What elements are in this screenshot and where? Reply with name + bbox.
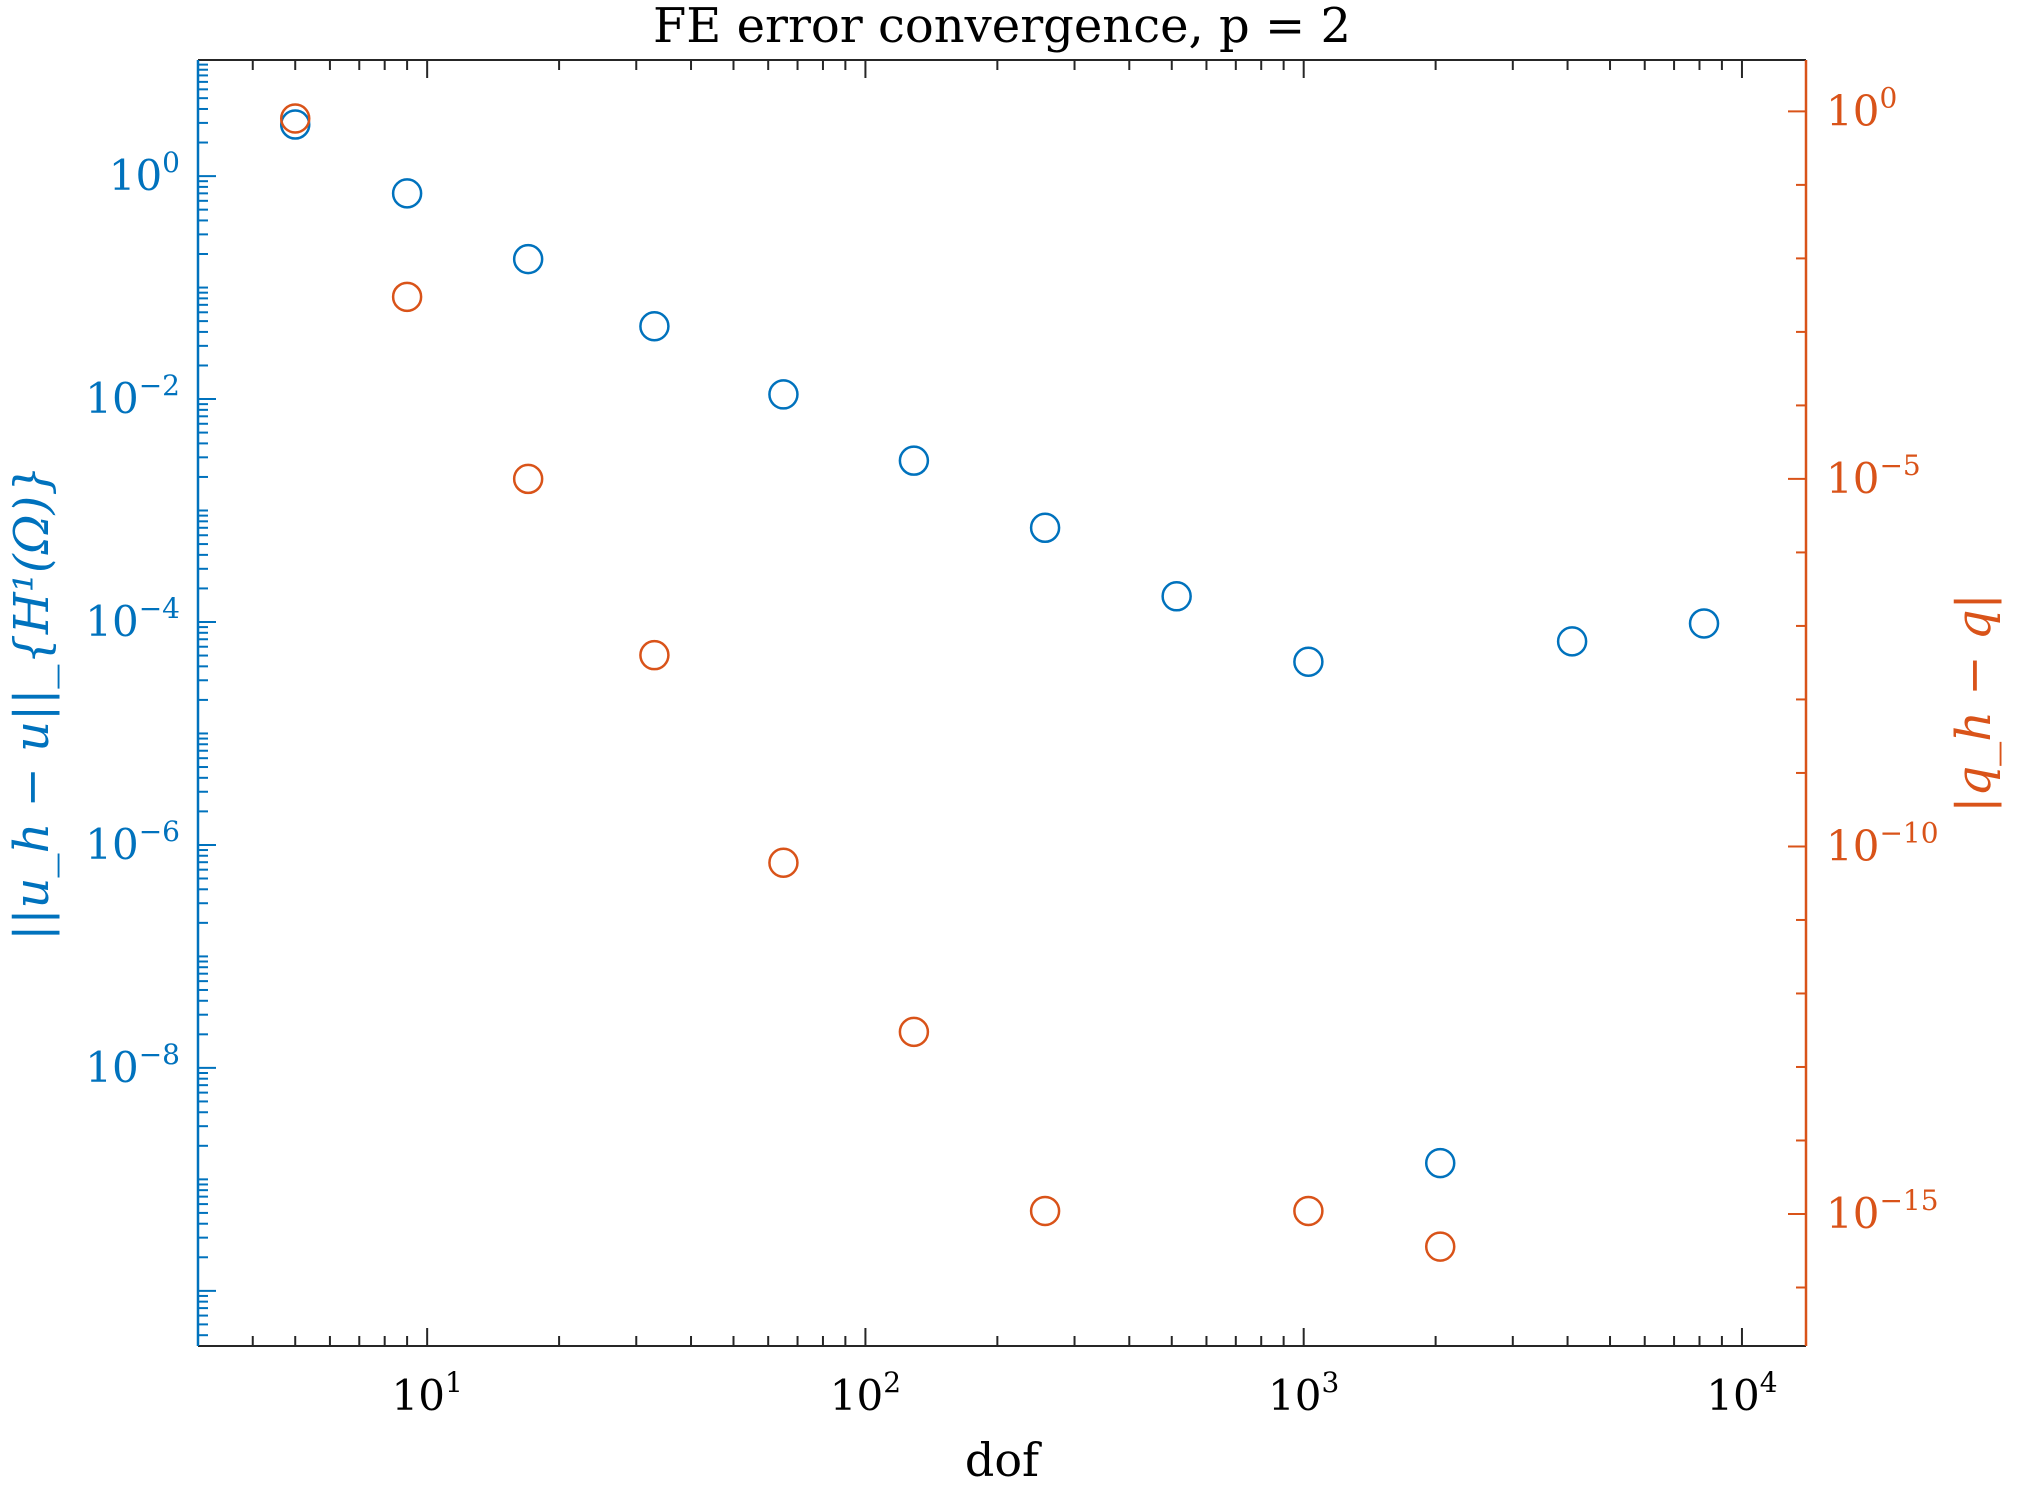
data-point-u-error [1424, 1147, 1456, 1179]
data-point-q-error [1029, 1195, 1061, 1227]
data-point-u-error [898, 445, 930, 476]
y-left-tick-label: 10−6 [85, 815, 180, 869]
data-point-q-error [391, 281, 423, 313]
y-left-tick-label: 10−4 [85, 592, 180, 646]
y-right-tick-label: 10−15 [1826, 1184, 1939, 1238]
data-point-u-error [391, 178, 423, 209]
x-axis-label: dof [965, 1433, 1042, 1481]
x-tick-label: 103 [1268, 1366, 1339, 1420]
data-point-q-error [512, 463, 544, 495]
y-right-tick-label: 10−5 [1826, 449, 1921, 503]
data-point-u-error [1293, 646, 1324, 677]
data-point-q-error [898, 1016, 930, 1048]
data-point-u-error [512, 243, 544, 275]
y-right-tick-label: 10−10 [1826, 816, 1939, 870]
data-point-u-error [1161, 581, 1192, 612]
data-point-u-error [1029, 512, 1061, 544]
data-point-q-error [1293, 1195, 1324, 1227]
data-point-u-error [279, 109, 311, 140]
y-left-axis-label: ||u_h − u||_{H¹(Ω)} [4, 465, 60, 941]
chart-title: FE error convergence, p = 2 [653, 0, 1351, 54]
x-tick-label: 102 [830, 1366, 901, 1420]
data-point-q-error [1424, 1231, 1456, 1262]
y-right-axis-label: |q_h − q| [1946, 593, 2002, 812]
data-point-u-error [1556, 626, 1588, 657]
y-left-tick-label: 10−2 [85, 369, 180, 423]
data-point-u-error [768, 379, 799, 410]
y-left-tick-label: 10−8 [85, 1038, 180, 1092]
x-tick-label: 104 [1706, 1366, 1777, 1420]
y-left-tick-label: 100 [109, 146, 180, 200]
data-point-u-error [1688, 608, 1720, 639]
data-point-q-error [279, 103, 311, 134]
data-point-u-error [639, 310, 670, 342]
data-point-q-error [639, 639, 670, 671]
data-point-q-error [768, 847, 799, 879]
y-right-tick-label: 100 [1826, 81, 1897, 135]
x-tick-label: 101 [392, 1366, 463, 1420]
